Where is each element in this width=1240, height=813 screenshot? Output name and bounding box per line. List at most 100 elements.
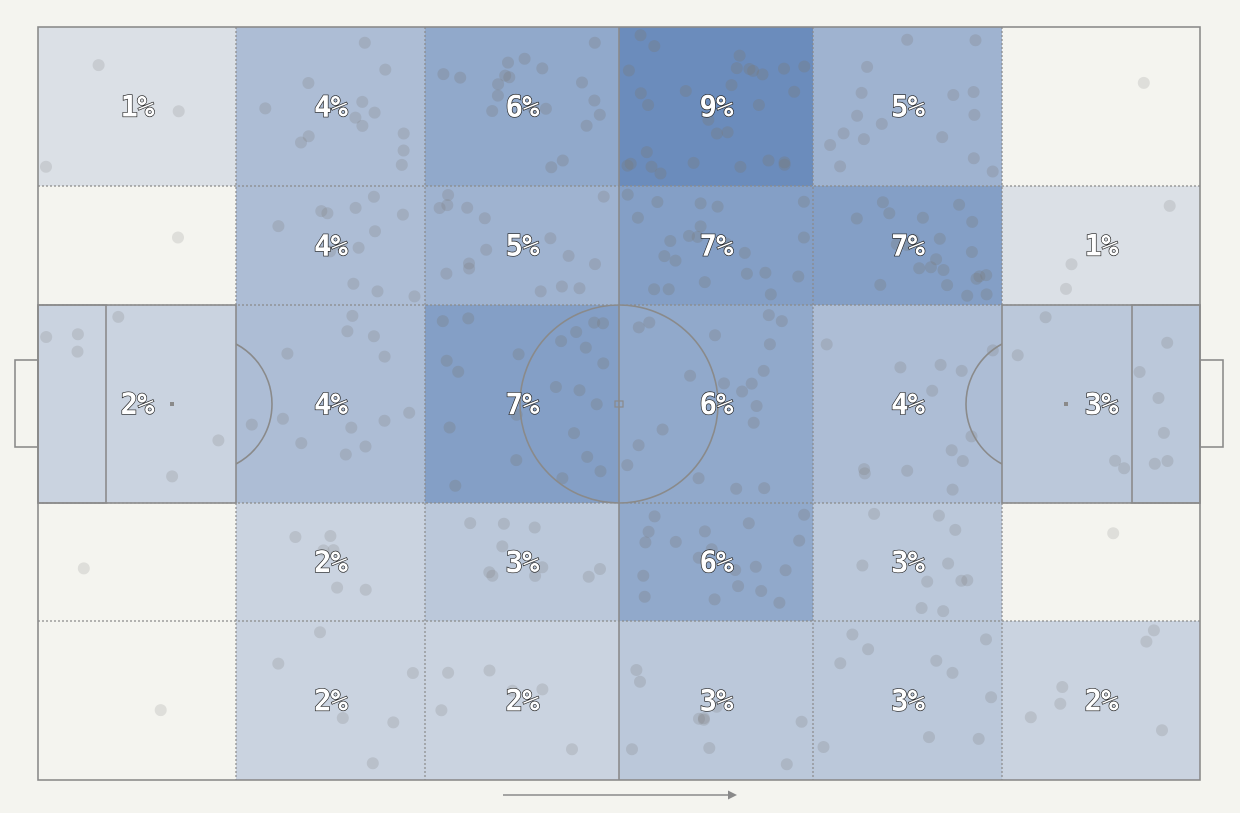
event-point bbox=[576, 76, 588, 89]
event-point bbox=[570, 326, 583, 338]
heatmap-cell-r0-c0 bbox=[38, 27, 236, 186]
event-point bbox=[775, 315, 788, 328]
event-point bbox=[259, 102, 272, 115]
cell-label-r0-c2: 6% bbox=[506, 90, 540, 124]
event-point bbox=[980, 269, 993, 282]
event-point bbox=[763, 338, 776, 351]
event-point bbox=[961, 289, 974, 302]
event-point bbox=[1011, 349, 1024, 362]
event-point bbox=[732, 580, 745, 593]
event-point bbox=[597, 317, 609, 330]
event-point bbox=[936, 131, 949, 144]
right-goal bbox=[1199, 359, 1224, 448]
event-point bbox=[662, 283, 675, 296]
event-point bbox=[1065, 258, 1078, 271]
event-point bbox=[747, 64, 760, 77]
heatmap-cell-r4-c3 bbox=[619, 621, 813, 780]
event-point bbox=[1024, 711, 1037, 724]
event-point bbox=[590, 398, 603, 411]
event-point bbox=[817, 741, 830, 753]
event-points bbox=[40, 29, 1176, 771]
event-point bbox=[698, 525, 711, 538]
cell-label-r4-c3: 3% bbox=[700, 684, 734, 718]
event-point bbox=[356, 95, 369, 108]
event-point bbox=[452, 365, 465, 378]
event-point bbox=[947, 89, 960, 101]
event-point bbox=[779, 564, 792, 577]
event-point bbox=[729, 564, 742, 576]
event-point bbox=[857, 133, 870, 146]
event-point bbox=[536, 683, 549, 696]
event-point bbox=[408, 290, 421, 303]
event-point bbox=[289, 531, 302, 543]
event-point bbox=[503, 71, 516, 84]
attack-direction-arrow bbox=[503, 790, 737, 800]
event-point bbox=[272, 657, 285, 670]
event-point bbox=[876, 196, 889, 209]
event-point bbox=[639, 536, 652, 549]
event-point bbox=[651, 196, 664, 208]
event-point bbox=[1161, 455, 1174, 467]
event-point bbox=[645, 160, 658, 173]
event-point bbox=[1056, 681, 1069, 693]
event-point bbox=[926, 384, 939, 397]
event-point bbox=[632, 439, 645, 452]
percentage-labels: 1% 4% 6% 9% 5% 4% 5% 7% 7% 1% 2% 4% 7% 6% 4% 3% 2% 3% 6% 3%… bbox=[120, 89, 1121, 718]
cell-label-r4-c1: 2% bbox=[314, 684, 348, 718]
event-point bbox=[486, 569, 499, 582]
event-point bbox=[634, 29, 647, 42]
event-point bbox=[730, 62, 743, 75]
event-point bbox=[916, 211, 929, 224]
event-point bbox=[630, 664, 643, 676]
event-point bbox=[510, 454, 523, 467]
event-point bbox=[295, 437, 308, 450]
event-point bbox=[544, 232, 557, 245]
event-point bbox=[539, 102, 552, 115]
event-point bbox=[747, 416, 760, 429]
event-point bbox=[499, 69, 512, 82]
event-point bbox=[733, 49, 746, 62]
event-point bbox=[529, 569, 542, 582]
event-point bbox=[632, 321, 645, 334]
event-point bbox=[367, 190, 380, 203]
event-point bbox=[588, 36, 601, 49]
event-point bbox=[597, 357, 610, 370]
event-point bbox=[907, 233, 920, 246]
heatmap-cell-r1-c2 bbox=[425, 186, 619, 305]
event-point bbox=[562, 249, 575, 262]
event-point bbox=[349, 111, 362, 124]
event-point bbox=[622, 64, 635, 77]
event-point bbox=[634, 675, 646, 688]
event-point bbox=[648, 283, 661, 296]
event-point bbox=[967, 86, 980, 98]
heatmap-cell-r1-c1 bbox=[236, 186, 425, 305]
event-point bbox=[966, 215, 979, 228]
heatmap-cell-r1-c4 bbox=[813, 186, 1002, 305]
event-point bbox=[955, 364, 968, 377]
event-point bbox=[566, 743, 578, 756]
event-point bbox=[272, 220, 285, 233]
event-point bbox=[638, 590, 651, 603]
event-point bbox=[172, 105, 185, 118]
heatmap-cell-r3-c2 bbox=[425, 503, 619, 621]
event-point bbox=[654, 167, 667, 180]
event-point bbox=[764, 288, 777, 301]
event-point bbox=[942, 557, 955, 570]
event-point bbox=[945, 444, 958, 457]
heatmap-cell-r2-c2 bbox=[425, 305, 619, 503]
event-point bbox=[824, 139, 837, 151]
event-point bbox=[921, 575, 934, 588]
event-point bbox=[1133, 366, 1146, 378]
event-point bbox=[486, 105, 499, 117]
event-point bbox=[730, 482, 743, 495]
event-point bbox=[834, 657, 847, 670]
cell-label-r2-c2: 7% bbox=[506, 387, 540, 421]
event-point bbox=[483, 664, 496, 677]
event-point bbox=[956, 455, 969, 467]
event-point bbox=[314, 626, 326, 639]
left-penalty-spot bbox=[170, 402, 174, 406]
heatmap-cell-r2-c1 bbox=[236, 305, 425, 503]
event-point bbox=[347, 277, 360, 290]
event-point bbox=[597, 190, 610, 203]
event-point bbox=[464, 517, 477, 530]
